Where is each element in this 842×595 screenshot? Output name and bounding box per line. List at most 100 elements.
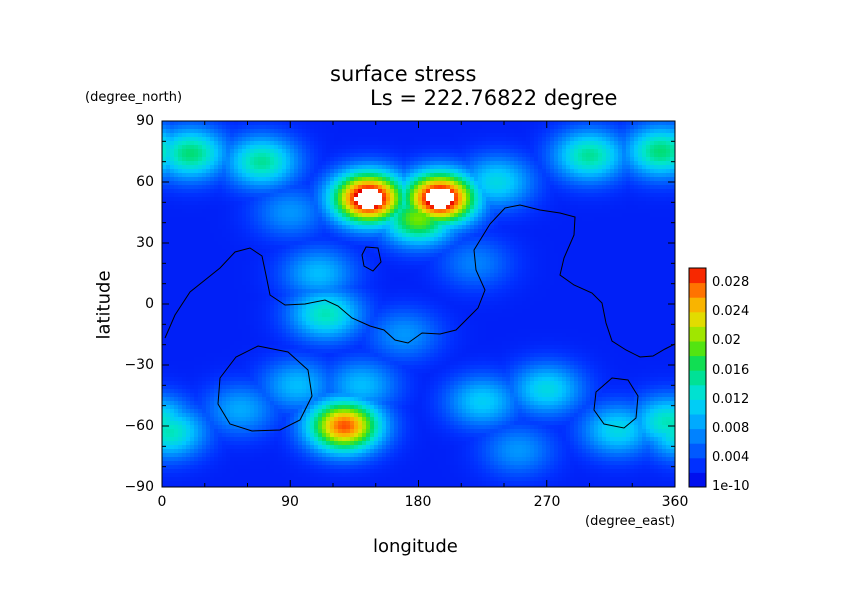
heat-cell [330,205,335,210]
heat-cell [398,257,403,262]
heat-cell [346,225,351,230]
heat-cell [254,245,259,250]
heat-cell [186,145,191,150]
heat-cell [166,181,171,186]
heat-cell [434,229,439,234]
heat-cell [202,245,207,250]
heat-cell [350,181,355,186]
heat-cell [578,157,583,162]
heat-cell [586,265,591,270]
heat-cell [362,185,367,190]
heat-cell [666,197,671,202]
heat-cell [402,273,407,278]
heat-cell [390,213,395,218]
heat-cell [214,177,219,182]
heat-cell [546,161,551,166]
heat-cell [350,225,355,230]
heat-cell [354,209,359,214]
heat-cell [466,141,471,146]
heat-cell [546,225,551,230]
heat-cell [174,197,179,202]
heat-cell [542,177,547,182]
heat-cell [370,233,375,238]
heat-cell [306,129,311,134]
heat-cell [482,253,487,258]
heat-cell [242,153,247,158]
heat-cell [598,205,603,210]
heat-cell [454,229,459,234]
heat-cell [494,241,499,246]
heat-cell [386,209,391,214]
heat-cell [402,209,407,214]
heat-cell [426,273,431,278]
heat-cell [338,229,343,234]
heat-cell [334,257,339,262]
heat-cell [178,145,183,150]
heat-cell [274,141,279,146]
heat-cell [166,213,171,218]
heat-cell [658,133,663,138]
heat-cell [246,133,251,138]
heat-cell [642,149,647,154]
heat-cell [170,241,175,246]
heat-cell [486,197,491,202]
heat-cell [386,225,391,230]
heat-cell [318,197,323,202]
heat-cell [182,205,187,210]
heat-cell [602,149,607,154]
heat-cell [218,185,223,190]
heat-cell [406,221,411,226]
heat-cell [378,217,383,222]
heat-cell [194,273,199,278]
heat-cell [586,189,591,194]
heat-cell [650,133,655,138]
heat-cell [654,149,659,154]
heat-cell [170,221,175,226]
heat-cell [302,221,307,226]
heat-cell [470,141,475,146]
heat-cell [190,273,195,278]
heat-cell [222,273,227,278]
heat-cell [650,237,655,242]
heat-cell [342,169,347,174]
heat-cell [614,141,619,146]
heat-cell [318,133,323,138]
heat-cell [510,129,515,134]
heat-cell [394,185,399,190]
heat-cell [382,197,387,202]
heat-cell [498,201,503,206]
heat-cell [286,141,291,146]
heat-cell [446,245,451,250]
heat-cell [426,165,431,170]
heat-cell [214,213,219,218]
heat-cell [510,181,515,186]
heat-cell [254,213,259,218]
heat-cell [570,241,575,246]
heat-cell [554,221,559,226]
heat-cell [174,229,179,234]
heat-cell [270,177,275,182]
heat-cell [378,125,383,130]
heat-cell [522,233,527,238]
heat-cell [302,169,307,174]
heat-cell [534,245,539,250]
heat-cell [434,137,439,142]
heat-cell [526,189,531,194]
heat-cell [274,225,279,230]
heat-cell [262,165,267,170]
heat-cell [322,145,327,150]
heat-cell [182,153,187,158]
heat-cell [182,181,187,186]
heat-cell [166,121,171,126]
heat-cell [522,269,527,274]
heat-cell [558,189,563,194]
heat-cell [474,261,479,266]
heat-cell [342,137,347,142]
heat-cell [446,153,451,158]
heat-cell [250,129,255,134]
heat-cell [162,233,167,238]
heat-cell [414,173,419,178]
heat-cell [202,125,207,130]
heat-cell [446,273,451,278]
heat-cell [246,189,251,194]
